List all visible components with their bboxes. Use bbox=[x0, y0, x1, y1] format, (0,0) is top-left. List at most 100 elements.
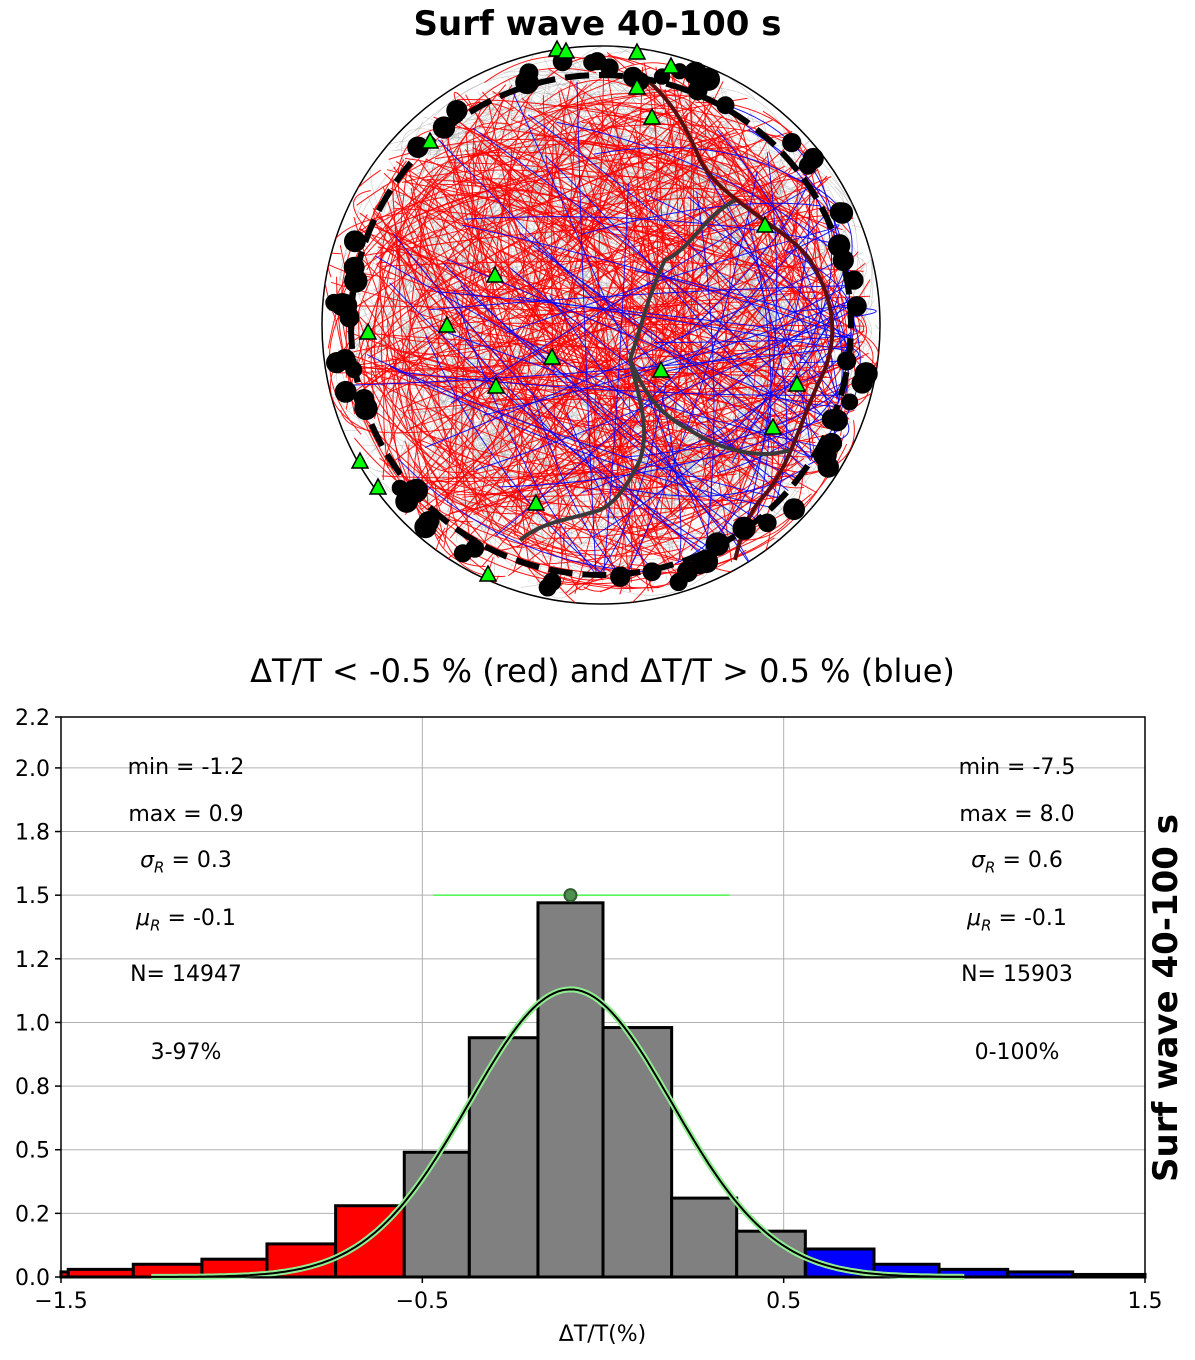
event-marker bbox=[453, 544, 472, 563]
ray-path bbox=[481, 149, 806, 568]
ray-path bbox=[687, 162, 735, 412]
ray-path bbox=[558, 107, 682, 167]
histogram-bar bbox=[131, 1262, 204, 1279]
histogram-bar bbox=[66, 1267, 135, 1279]
ray-path bbox=[500, 281, 770, 443]
ray-path bbox=[432, 399, 469, 463]
ray-path bbox=[491, 128, 737, 296]
ray-path bbox=[544, 155, 812, 462]
dashed-limit-circle bbox=[348, 72, 855, 578]
ray-path bbox=[460, 502, 683, 557]
ray-path bbox=[354, 279, 551, 397]
ray-path bbox=[646, 91, 658, 537]
right-n-stat: N= 15903 bbox=[961, 962, 1073, 987]
ray-path bbox=[441, 139, 542, 330]
left-min-stat: min = -1.2 bbox=[127, 755, 245, 780]
event-marker bbox=[344, 269, 368, 293]
histogram-bar bbox=[467, 1036, 540, 1279]
ray-path bbox=[353, 190, 394, 256]
ray-path bbox=[417, 207, 493, 369]
ray-path bbox=[581, 332, 852, 494]
ray-path bbox=[455, 167, 561, 477]
left-mu-stat: μR = -0.1 bbox=[136, 906, 236, 935]
y-tick-label: 2.2 bbox=[15, 706, 50, 731]
ray-path bbox=[578, 478, 607, 566]
station-marker bbox=[787, 374, 807, 392]
event-marker bbox=[325, 352, 348, 374]
ray-path bbox=[674, 62, 770, 428]
histogram-bar bbox=[735, 1229, 807, 1279]
ray-path bbox=[501, 250, 816, 406]
event-marker bbox=[610, 566, 631, 587]
y-tick-label: 1.5 bbox=[15, 884, 50, 909]
left-n-stat: N= 14947 bbox=[130, 962, 242, 987]
ray-path bbox=[461, 206, 488, 537]
event-marker bbox=[432, 116, 456, 139]
event-marker bbox=[783, 498, 806, 521]
ray-path bbox=[690, 334, 758, 551]
ray-path bbox=[484, 496, 546, 548]
ray-path bbox=[433, 166, 729, 515]
ray-path bbox=[627, 336, 805, 546]
ray-path bbox=[685, 120, 813, 311]
y-tick-label: 0.5 bbox=[15, 1139, 50, 1164]
plate-boundaries bbox=[348, 68, 855, 578]
event-marker bbox=[343, 230, 366, 253]
histogram-bar bbox=[1071, 1272, 1147, 1279]
ray-path bbox=[704, 171, 813, 460]
ray-path bbox=[545, 131, 728, 549]
event-marker bbox=[844, 270, 864, 290]
ray-path bbox=[614, 248, 675, 561]
event-marker bbox=[732, 516, 756, 540]
ray-path bbox=[421, 429, 734, 483]
station-marker bbox=[368, 477, 388, 495]
ray-path bbox=[523, 106, 803, 279]
ray-path bbox=[335, 310, 420, 385]
ray-path bbox=[407, 445, 473, 523]
ray-path bbox=[389, 282, 713, 550]
station-marker bbox=[651, 360, 671, 378]
ray-path bbox=[501, 96, 729, 128]
station-marker bbox=[526, 493, 546, 511]
ray-path bbox=[580, 202, 821, 235]
ray-path bbox=[380, 333, 513, 348]
ray-path bbox=[373, 165, 443, 383]
ray-path bbox=[717, 87, 800, 200]
event-marker bbox=[334, 380, 357, 403]
ray-path bbox=[454, 79, 695, 405]
ray-path bbox=[401, 169, 662, 194]
ray-path bbox=[634, 127, 650, 316]
ray-path bbox=[437, 139, 783, 498]
ray-path bbox=[422, 198, 635, 378]
event-marker bbox=[837, 351, 857, 371]
ray-path bbox=[470, 124, 785, 159]
ray-path bbox=[508, 252, 852, 577]
ray-path bbox=[472, 252, 500, 515]
ray-path bbox=[371, 369, 532, 520]
ray-path bbox=[455, 99, 504, 477]
ray-path bbox=[436, 256, 458, 464]
ray-path bbox=[662, 396, 682, 563]
ray-path bbox=[360, 319, 393, 421]
ray-path bbox=[420, 428, 478, 473]
ray-path bbox=[622, 226, 838, 586]
axis-ticks: −1.5 −0.5 0.5 1.5 0.0 0.2 0.5 0.8 1.0 1.2 1.5 1.8 2.… bbox=[15, 706, 1163, 1314]
ray-path bbox=[450, 187, 811, 404]
map-title: Surf wave 40-100 s bbox=[413, 4, 782, 44]
ray-path bbox=[404, 151, 438, 515]
ray-path bbox=[376, 226, 416, 245]
ray-path bbox=[359, 399, 712, 571]
ray-path bbox=[742, 150, 816, 422]
station-marker bbox=[478, 564, 498, 582]
ray-path bbox=[665, 113, 689, 163]
gaussian-fit bbox=[151, 986, 965, 1280]
event-marker bbox=[446, 99, 468, 122]
event-marker bbox=[782, 132, 802, 153]
station-marker bbox=[763, 417, 783, 435]
left-range-stat: 3-97% bbox=[150, 1040, 222, 1065]
median-marker bbox=[433, 888, 730, 903]
right-sigma-value: = 0.6 bbox=[1002, 848, 1063, 873]
event-marker bbox=[583, 54, 601, 72]
ray-path bbox=[765, 258, 861, 334]
ray-path bbox=[424, 258, 843, 448]
